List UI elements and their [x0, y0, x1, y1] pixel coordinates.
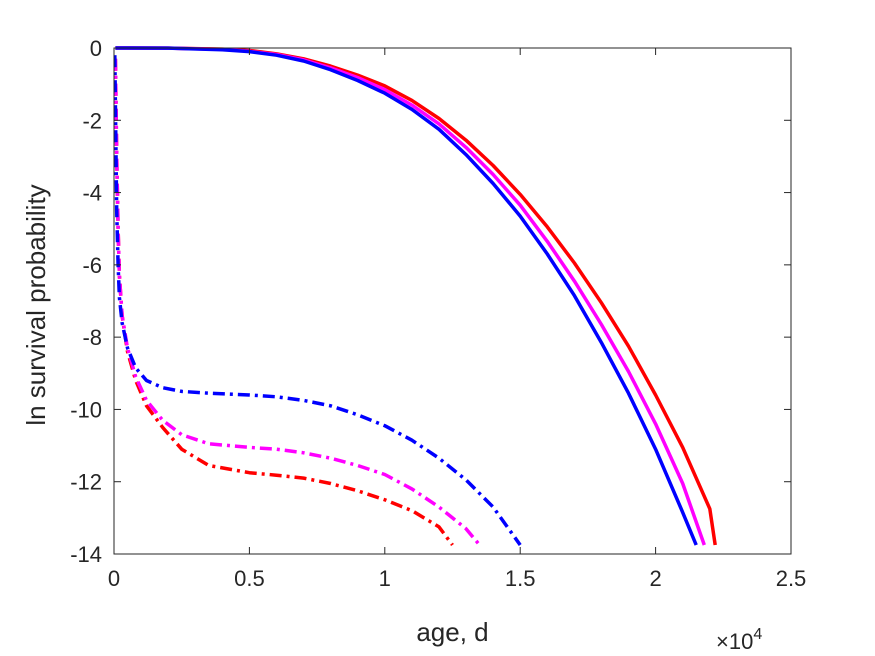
axes-layer: 0 0.5 1 1.5 2 2.5 0 -2 -4 -6 -8 -10 -12 -14 — [70, 36, 806, 591]
y-tick-label: 0 — [90, 36, 102, 61]
x-tick-label: 0 — [108, 566, 120, 591]
x-axis-exponent-power: 4 — [753, 626, 762, 643]
series-line-3-solid — [115, 46, 698, 546]
y-tick-label: -12 — [70, 470, 102, 495]
y-tick-label: -14 — [70, 542, 102, 567]
y-axis-label: ln survival probability — [21, 184, 51, 425]
x-axis-exponent-base: ×10 — [716, 629, 753, 654]
x-tick-label: 0.5 — [234, 566, 265, 591]
y-tick-label: -10 — [70, 397, 102, 422]
series-layer — [114, 46, 717, 547]
x-tick-label: 1.5 — [505, 566, 536, 591]
x-tick-label: 2 — [649, 566, 661, 591]
y-tick-label: -8 — [82, 325, 102, 350]
plot-background — [114, 48, 791, 554]
x-tick-label: 2.5 — [776, 566, 807, 591]
y-tick-label: -6 — [82, 253, 102, 278]
x-axis-label: age, d — [416, 617, 488, 647]
y-tick-label: -4 — [82, 181, 102, 206]
series-line-6-dashdot — [114, 55, 522, 547]
plot-area — [114, 48, 791, 554]
y-tick-label: -2 — [82, 108, 102, 133]
x-axis-exponent: ×104 — [716, 626, 762, 654]
x-tick-label: 1 — [379, 566, 391, 591]
axes-box — [113, 47, 792, 555]
